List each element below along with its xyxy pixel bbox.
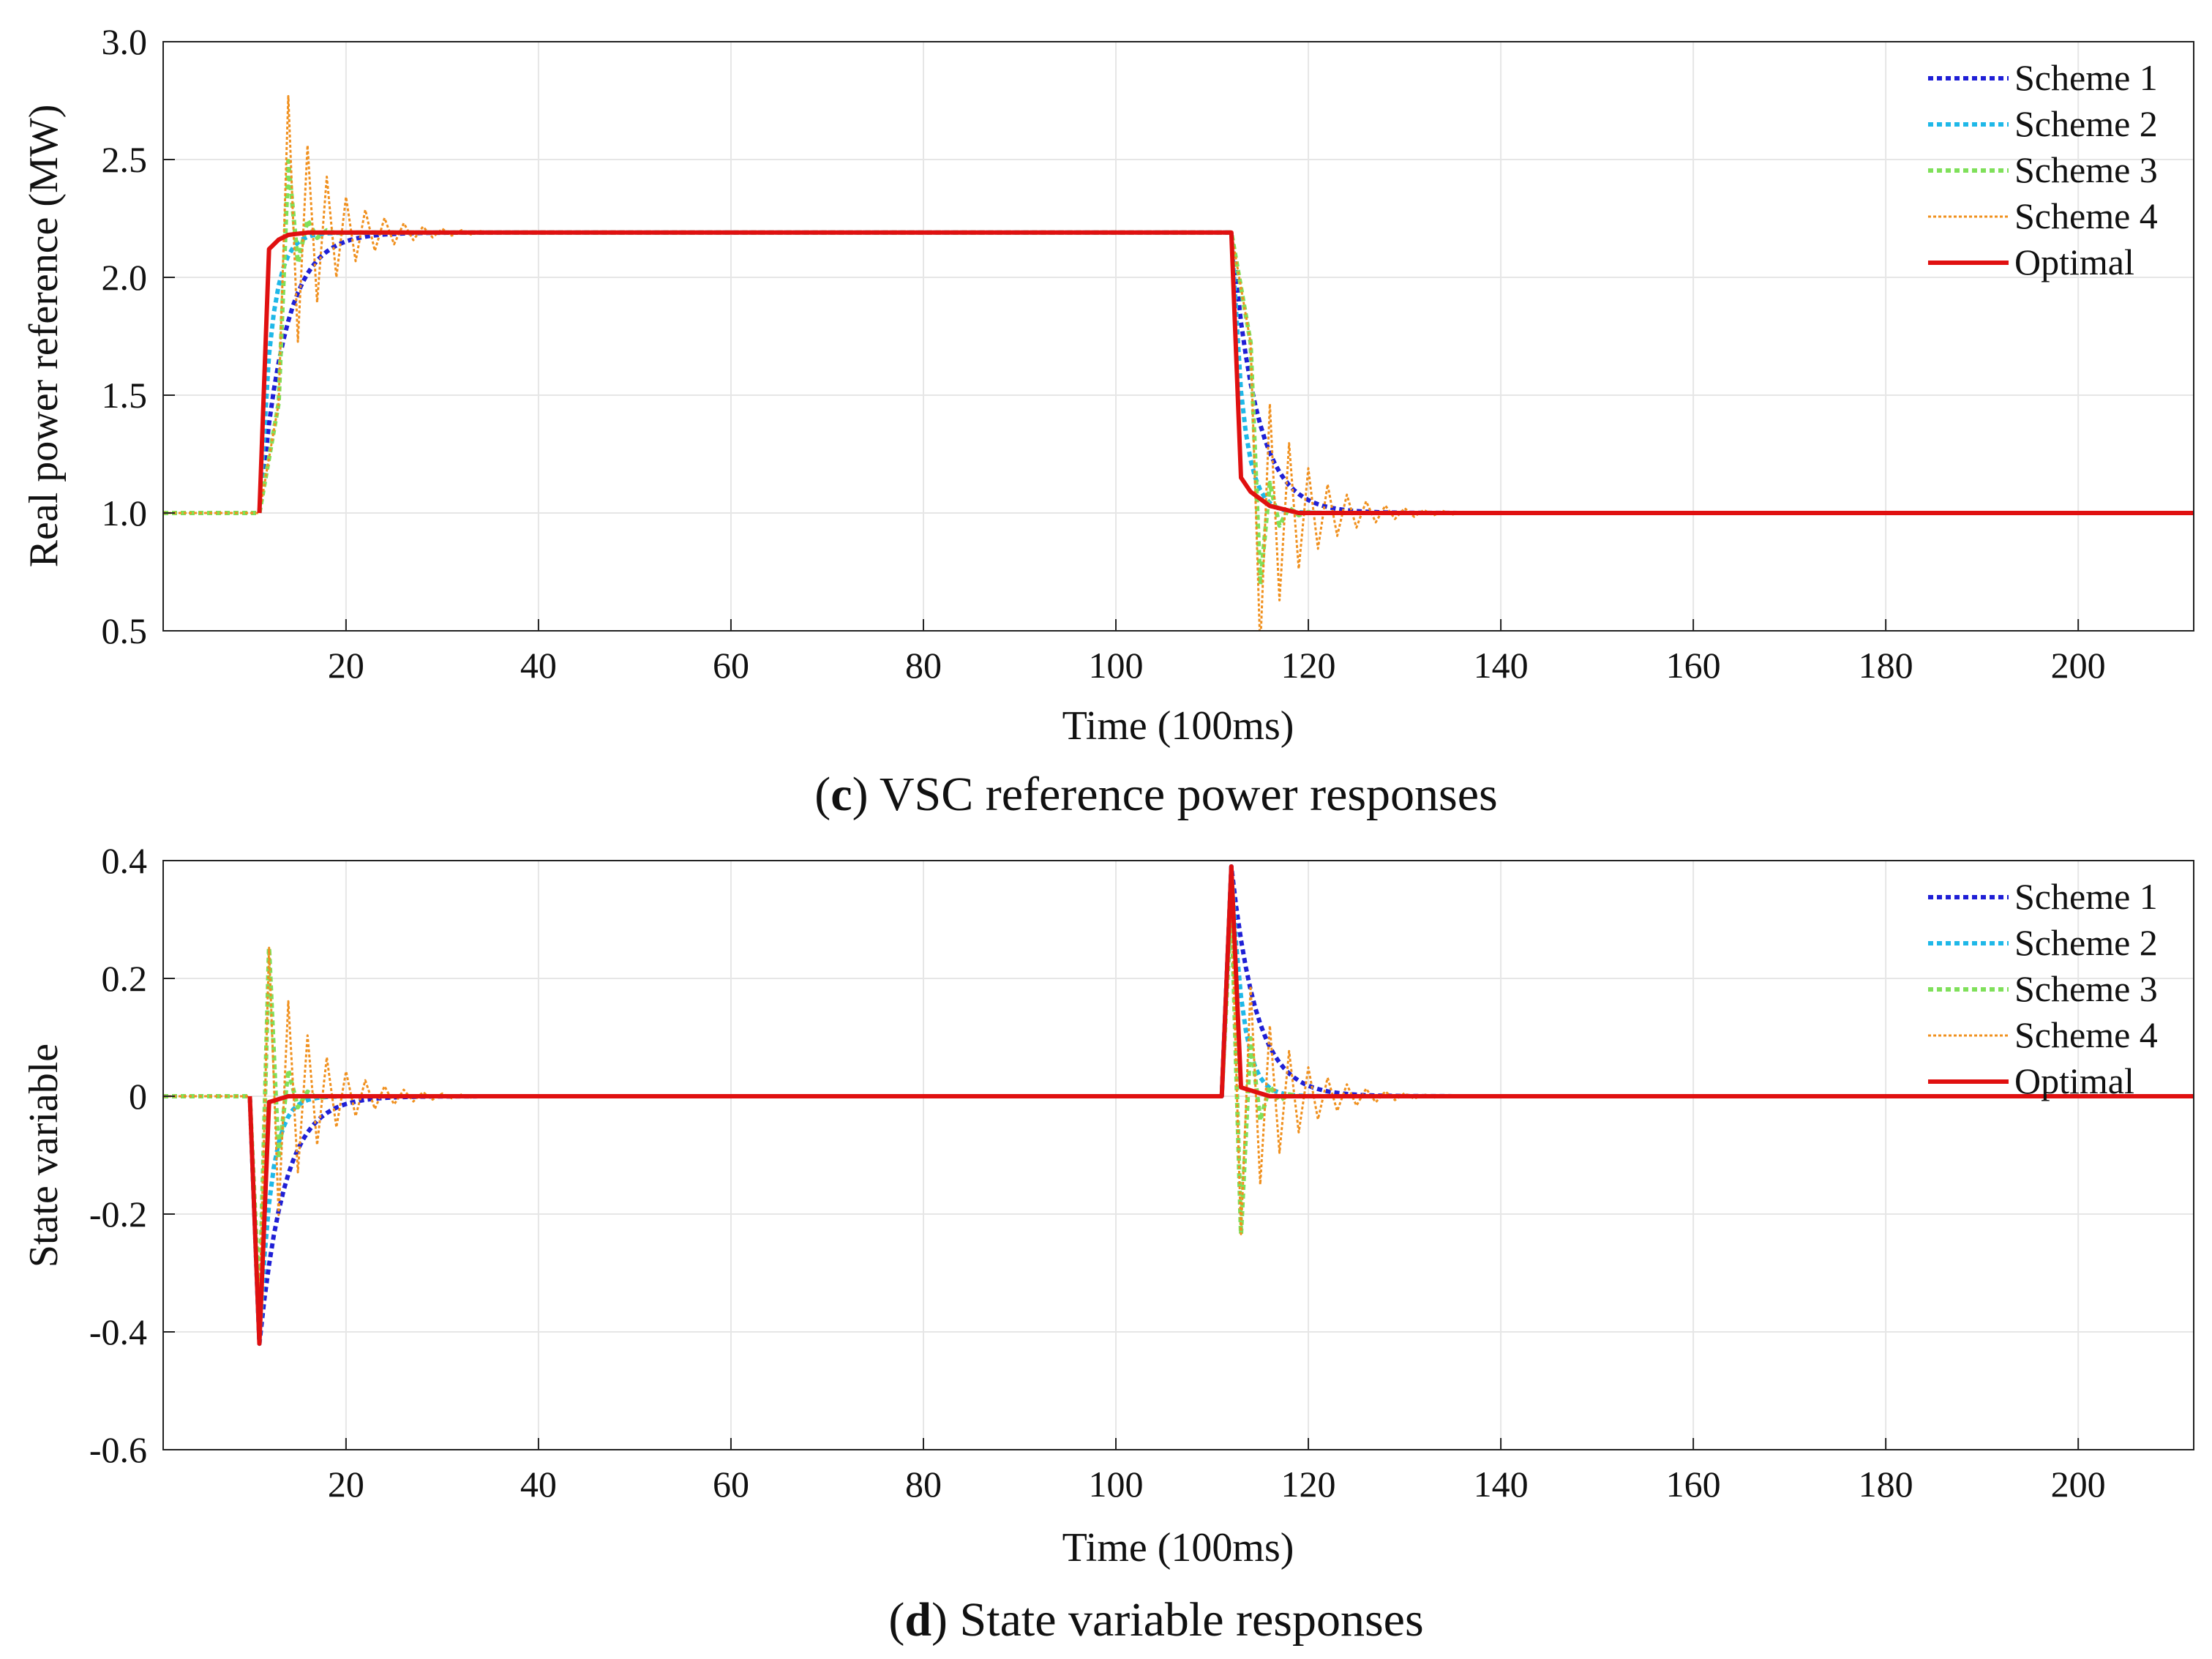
y-tick-label: 2.0 xyxy=(102,257,148,298)
x-tick-label: 60 xyxy=(713,645,749,686)
legend-label: Scheme 3 xyxy=(2014,149,2158,190)
grid-d xyxy=(163,860,2194,1450)
y-tick-label: 3.0 xyxy=(102,21,148,62)
x-tick-label: 100 xyxy=(1089,1464,1144,1505)
chart-panel-d: 20 40 60 80 100 120 140 160 180 200 -0.6 -0.4 -0.2 0 0… xyxy=(21,840,2194,1647)
series-line-scheme-1 xyxy=(163,864,2194,1347)
series-line-scheme-4 xyxy=(163,899,2194,1308)
legend-d: Scheme 1 Scheme 2 Scheme 3 Scheme 4 Optimal xyxy=(1928,876,2158,1101)
legend-label: Scheme 4 xyxy=(2014,1014,2158,1055)
series-line-scheme-1 xyxy=(163,230,2194,515)
grid-c xyxy=(163,41,2194,632)
y-tick-label: 0.4 xyxy=(102,840,148,881)
x-tick-label: 80 xyxy=(905,645,942,686)
panel-caption-text-c: VSC reference power responses xyxy=(880,768,1498,821)
legend-label: Scheme 1 xyxy=(2014,876,2158,917)
panel-letter-d: d xyxy=(904,1593,931,1647)
panel-letter-c: c xyxy=(831,768,852,821)
x-tick-label: 140 xyxy=(1474,1464,1529,1505)
y-tick-label: -0.4 xyxy=(89,1311,147,1352)
y-tick-label: 1.0 xyxy=(102,493,148,533)
y-tick-label: 2.5 xyxy=(102,139,148,180)
series-lines-c xyxy=(163,94,2194,631)
x-tick-label: 120 xyxy=(1281,645,1336,686)
legend-label: Scheme 2 xyxy=(2014,103,2158,144)
panel-caption-text-d: State variable responses xyxy=(960,1593,1424,1647)
series-line-scheme-3 xyxy=(163,159,2194,587)
x-tick-label: 140 xyxy=(1474,645,1529,686)
x-tick-label: 200 xyxy=(2051,1464,2106,1505)
plot-frame-d xyxy=(162,860,2194,1450)
legend-label: Scheme 3 xyxy=(2014,968,2158,1009)
y-axis-label-c: Real power reference (MW) xyxy=(21,105,67,568)
x-axis-label-c: Time (100ms) xyxy=(1062,703,1294,749)
panel-caption-d: (d) State variable responses xyxy=(888,1593,1423,1647)
plot-frame-c xyxy=(162,41,2194,632)
x-tick-label: 160 xyxy=(1666,645,1721,686)
series-line-scheme-4 xyxy=(163,94,2194,631)
series-lines-d xyxy=(163,864,2194,1347)
y-tick-label: 0 xyxy=(129,1076,147,1117)
tick-labels-c: 20 40 60 80 100 120 140 160 180 200 0.5 1.0 1.5 2.0 2.… xyxy=(102,21,2106,686)
x-tick-label: 200 xyxy=(2051,645,2106,686)
y-tick-label: 1.5 xyxy=(102,375,148,416)
x-tick-label: 40 xyxy=(520,645,557,686)
y-tick-label: 0.2 xyxy=(102,958,148,999)
x-tick-label: 20 xyxy=(328,1464,364,1505)
x-axis-label-d: Time (100ms) xyxy=(1062,1525,1294,1570)
legend-label: Scheme 2 xyxy=(2014,922,2158,963)
y-axis-label-d: State variable xyxy=(21,1044,67,1267)
tick-labels-d: 20 40 60 80 100 120 140 160 180 200 -0.6 -0.4 -0.2 0 0… xyxy=(89,840,2106,1505)
series-line-scheme-2 xyxy=(163,230,2194,515)
x-tick-label: 40 xyxy=(520,1464,557,1505)
series-line-scheme-2 xyxy=(163,864,2194,1347)
x-tick-label: 180 xyxy=(1859,1464,1913,1505)
y-tick-label: -0.6 xyxy=(89,1429,147,1470)
legend-label: Optimal xyxy=(2014,241,2134,282)
x-tick-label: 60 xyxy=(713,1464,749,1505)
series-line-scheme-3 xyxy=(163,899,2194,1309)
x-tick-label: 20 xyxy=(328,645,364,686)
x-tick-label: 160 xyxy=(1666,1464,1721,1505)
y-tick-label: -0.2 xyxy=(89,1194,147,1235)
legend-label: Optimal xyxy=(2014,1060,2134,1101)
panel-caption-c: (c) VSC reference power responses xyxy=(814,768,1497,821)
x-tick-label: 120 xyxy=(1281,1464,1336,1505)
legend-label: Scheme 4 xyxy=(2014,195,2158,236)
x-tick-label: 100 xyxy=(1089,645,1144,686)
legend-label: Scheme 1 xyxy=(2014,57,2158,98)
legend-c: Scheme 1 Scheme 2 Scheme 3 Scheme 4 Optimal xyxy=(1928,57,2158,282)
chart-panel-c: 20 40 60 80 100 120 140 160 180 200 0.5 1.0 1.5 2.0 2.… xyxy=(21,21,2194,821)
series-line-optimal xyxy=(247,864,2194,1347)
x-tick-label: 80 xyxy=(905,1464,942,1505)
x-tick-label: 180 xyxy=(1859,645,1913,686)
series-line-optimal xyxy=(257,230,2194,515)
y-tick-label: 0.5 xyxy=(102,610,148,651)
